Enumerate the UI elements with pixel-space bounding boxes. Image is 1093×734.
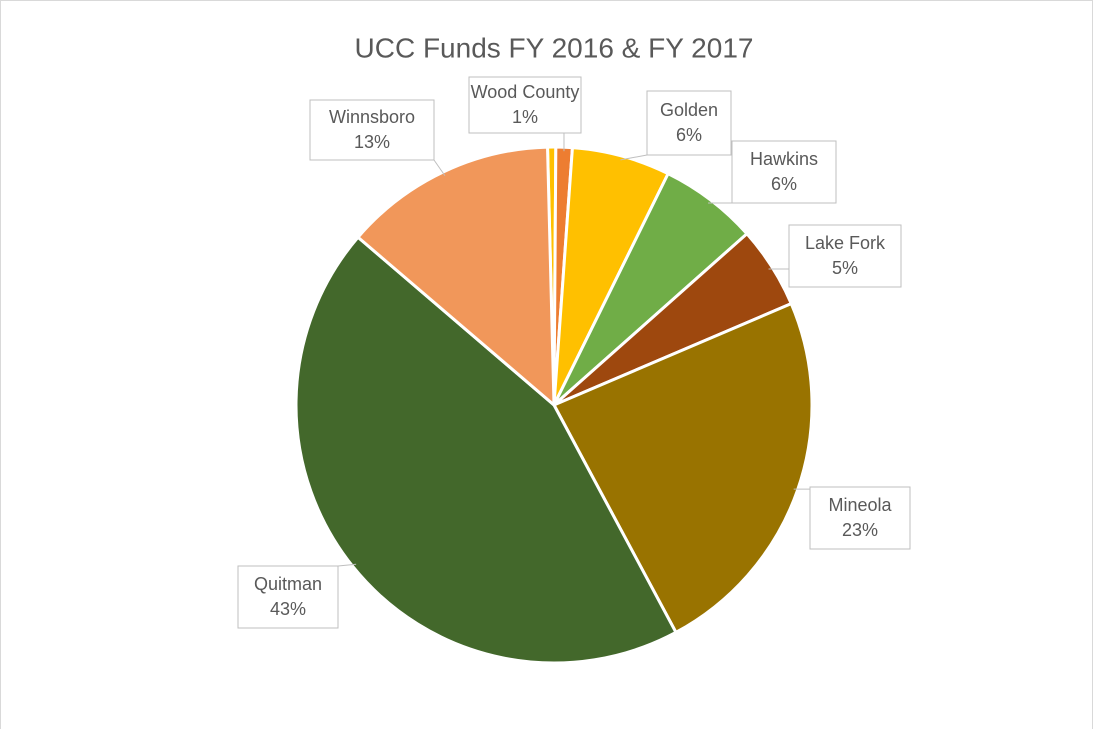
chart-title: UCC Funds FY 2016 & FY 2017 <box>355 32 754 63</box>
slice-label: Golden <box>660 100 718 120</box>
slice-value: 23% <box>842 520 878 540</box>
slice-label: Winnsboro <box>329 107 415 127</box>
slice-label: Quitman <box>254 574 322 594</box>
slice-value: 6% <box>676 125 702 145</box>
slice-value: 5% <box>832 258 858 278</box>
slice-label: Mineola <box>828 495 892 515</box>
slice-value: 43% <box>270 599 306 619</box>
slice-label: Hawkins <box>750 149 818 169</box>
slice-value: 6% <box>771 174 797 194</box>
slice-value: 1% <box>512 107 538 127</box>
slice-label: Wood County <box>471 82 580 102</box>
slice-label: Lake Fork <box>805 233 886 253</box>
slice-value: 13% <box>354 132 390 152</box>
